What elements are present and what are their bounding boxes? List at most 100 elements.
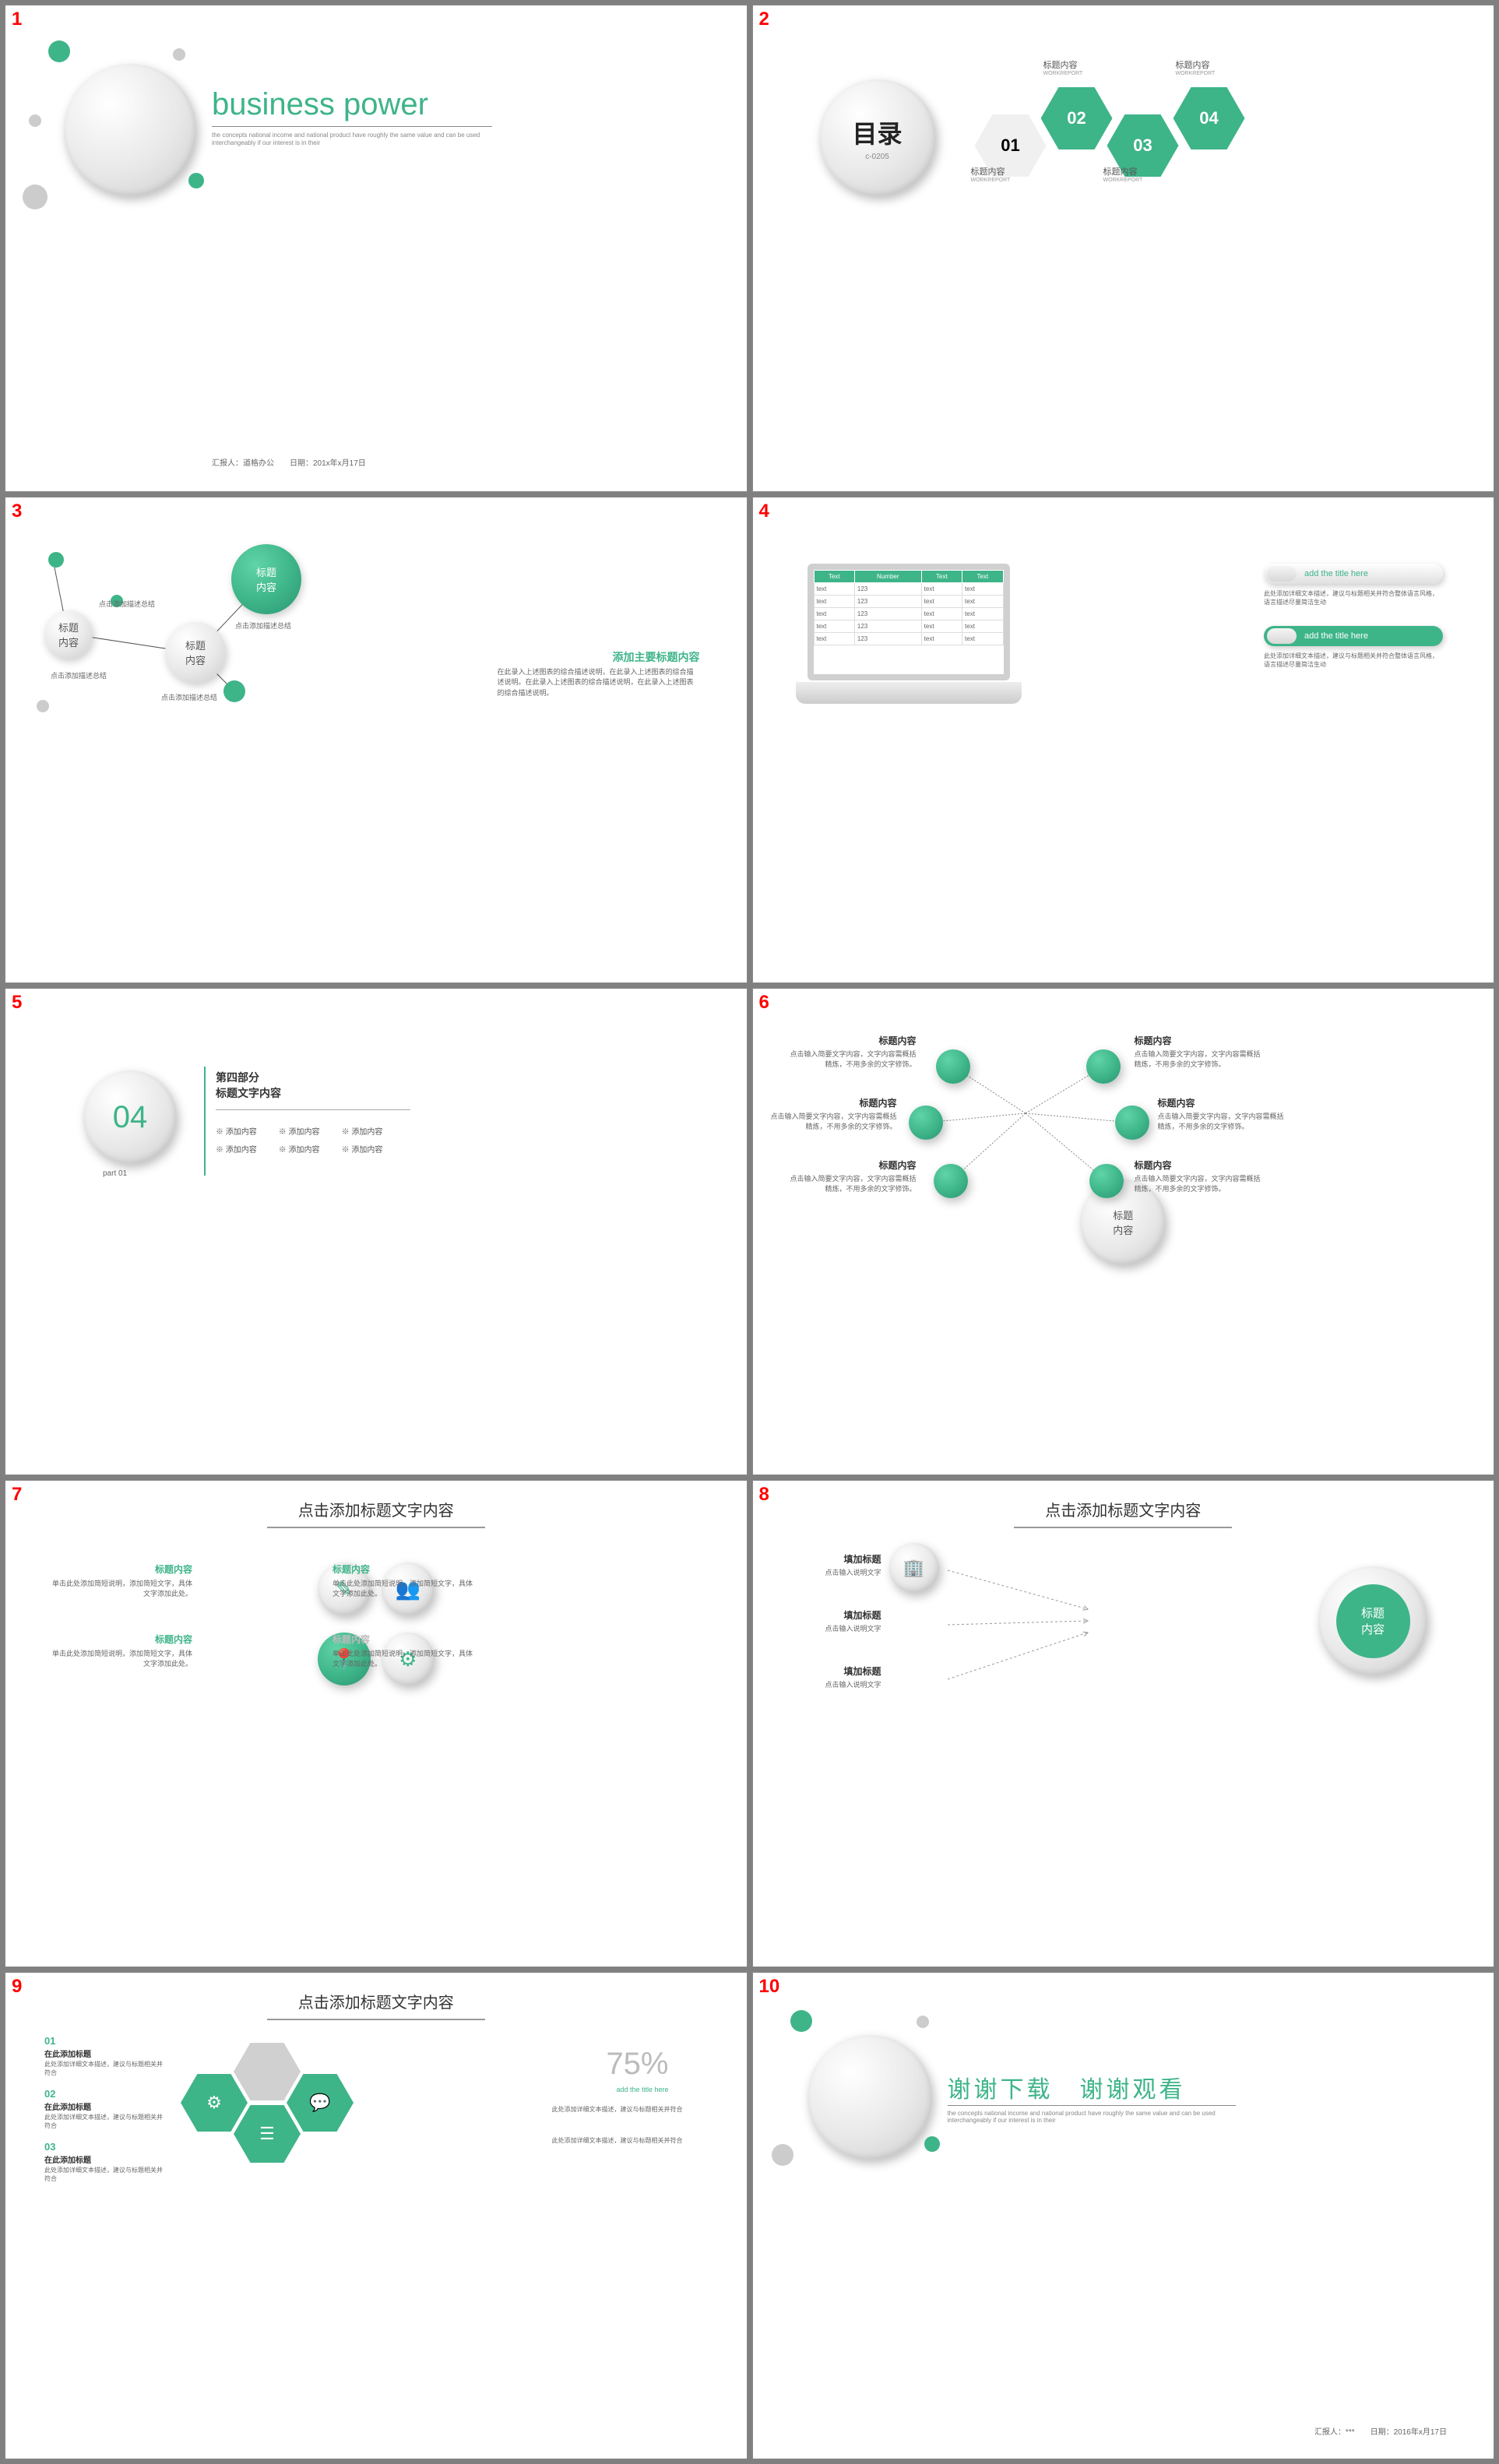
feature-title: 标题内容 <box>52 1562 192 1576</box>
slide-4: 4 TextNumberTextTexttext123texttexttext1… <box>752 497 1495 984</box>
slide-number: 3 <box>12 501 22 522</box>
radial-item: 标题内容点击输入简要文字内容，文字内容需概括精炼，不用多余的文字修饰。 <box>784 1158 917 1193</box>
toc-number: 03 <box>1133 135 1152 156</box>
chain-label: 填加标题点击输入说明文字 <box>780 1608 881 1633</box>
hexagon-icon: ⚙ <box>181 2074 248 2132</box>
slide-2: 2 目录 c-0205 01 标题内容WORKREPORT02 标题内容WORK… <box>752 5 1495 492</box>
hero-circle <box>808 2035 932 2160</box>
decorative-dot <box>790 2010 812 2032</box>
toc-label: 标题内容WORKREPORT <box>1176 58 1216 76</box>
slide-10: 10 谢谢下载 谢谢观看 the concepts national incom… <box>752 1972 1495 2459</box>
connector-lines <box>5 497 747 983</box>
chain-label: 填加标题点击输入说明文字 <box>780 1664 881 1689</box>
toc-hexagon: 04 <box>1174 87 1245 149</box>
slide-number: 7 <box>12 1484 22 1506</box>
bullet: ※ 添加内容 <box>216 1128 257 1137</box>
pill-2: add the title here <box>1264 626 1443 646</box>
item-title: 标题内容 <box>1135 1034 1267 1047</box>
left-list: 01在此添加标题此处添加详细文本描述，建议与标题相关并符合02在此添加标题此处添… <box>44 2035 165 2194</box>
data-table: TextNumberTextTexttext123texttexttext123… <box>814 570 1004 645</box>
bullet: ※ 添加内容 <box>342 1146 383 1155</box>
result-label: 标题 内容 <box>1336 1584 1410 1658</box>
table-header: Number <box>854 570 921 582</box>
table-row: text123texttext <box>814 607 1003 620</box>
toc-number: 01 <box>1001 135 1019 156</box>
feature-text: 标题内容单击此处添加简短说明，添加简短文字，具体文字添加此处。 <box>333 1633 473 1668</box>
small-dot <box>223 680 245 702</box>
vertical-divider <box>204 1067 206 1176</box>
hexagon-icon: 💬 <box>287 2074 354 2132</box>
slide-7: 7 点击添加标题文字内容 ✎👥📍⚙标题内容单击此处添加简短说明，添加简短文字，具… <box>5 1480 748 1967</box>
slide-number: 8 <box>759 1484 769 1506</box>
section-number-circle: 04 <box>83 1070 177 1164</box>
toc-label: 标题内容WORKREPORT <box>1043 58 1083 76</box>
section-heading: 第四部分标题文字内容 <box>216 1070 281 1101</box>
radial-node <box>909 1105 943 1140</box>
radial-item: 标题内容点击输入简要文字内容，文字内容需概括精炼，不用多余的文字修饰。 <box>1135 1034 1267 1069</box>
slide-number: 2 <box>759 9 769 30</box>
bullet: ※ 添加内容 <box>342 1128 383 1137</box>
table-row: text123texttext <box>814 582 1003 595</box>
section-title: 添加主要标题内容 <box>613 649 700 665</box>
feature-text: 标题内容单击此处添加简短说明，添加简短文字，具体文字添加此处。 <box>52 1562 192 1598</box>
slide-number: 6 <box>759 992 769 1014</box>
decorative-dot <box>917 2016 929 2028</box>
bubble: 标题 内容 <box>165 622 226 683</box>
radial-item: 标题内容点击输入简要文字内容，文字内容需概括精炼，不用多余的文字修饰。 <box>1135 1158 1267 1193</box>
decorative-dot <box>29 114 41 127</box>
bullet: ※ 添加内容 <box>216 1146 257 1155</box>
footer: 汇报人：道格办公 日期：201x年x月17日 <box>212 456 366 468</box>
list-number: 02 <box>44 2088 55 2100</box>
radial-item: 标题内容点击输入简要文字内容，文字内容需概括精炼，不用多余的文字修饰。 <box>784 1034 917 1069</box>
slide-1: 1 business power the concepts national i… <box>5 5 748 492</box>
slide-number: 9 <box>12 1976 22 1998</box>
slide-number: 1 <box>12 9 22 30</box>
table-row: text123texttext <box>814 620 1003 632</box>
bubble: 标题 内容 <box>44 610 93 659</box>
bubble-caption: 点击添加描述总结 <box>51 670 107 680</box>
chain: 🏢 <box>889 1543 939 1593</box>
result-circle: 标题 内容 <box>1318 1566 1427 1675</box>
toc-sub: c-0205 <box>865 153 889 161</box>
chain-label: 填加标题点击输入说明文字 <box>780 1552 881 1577</box>
toc-number: 02 <box>1067 108 1086 128</box>
feature-title: 标题内容 <box>52 1633 192 1646</box>
radial-node <box>1115 1105 1149 1140</box>
decorative-dot <box>173 48 185 61</box>
subtitle: the concepts national income and nationa… <box>948 2110 1228 2124</box>
item-title: 标题内容 <box>784 1158 917 1172</box>
table-header: Text <box>962 570 1003 582</box>
bullet: ※ 添加内容 <box>279 1146 320 1155</box>
percentage: 75% <box>606 2047 668 2082</box>
hero-circle <box>64 64 196 196</box>
chain-title: 填加标题 <box>780 1552 881 1566</box>
list-heading: 在此添加标题 <box>44 2100 165 2112</box>
feature-text: 标题内容单击此处添加简短说明，添加简短文字，具体文字添加此处。 <box>333 1562 473 1598</box>
radial-node <box>936 1049 970 1084</box>
feature-text: 标题内容单击此处添加简短说明，添加简短文字，具体文字添加此处。 <box>52 1633 192 1668</box>
percentage-label: add the title here <box>616 2086 668 2093</box>
small-dot <box>37 700 49 712</box>
list-heading: 在此添加标题 <box>44 2047 165 2059</box>
slide-title: 点击添加标题文字内容 <box>5 1481 747 1520</box>
slide-8: 8 点击添加标题文字内容 🏢 标题 内容 填加标题点击输入说明文字填加标题点击输… <box>752 1480 1495 1967</box>
footer: 汇报人：*** 日期：2016年x月17日 <box>1314 2425 1447 2437</box>
bubble-caption: 点击添加描述总结 <box>99 599 155 609</box>
toc-number: 04 <box>1199 108 1218 128</box>
toc-label: 标题内容WORKREPORT <box>1103 165 1143 183</box>
main-title: business power <box>212 87 428 122</box>
list-heading: 在此添加标题 <box>44 2153 165 2165</box>
laptop-graphic: TextNumberTextTexttext123texttexttext123… <box>796 564 1022 712</box>
slide-6: 6 标题 内容 标题内容点击输入简要文字内容，文字内容需概括精炼，不用多余的文字… <box>752 988 1495 1475</box>
slide-5: 5 04 part 01 第四部分标题文字内容 ※ 添加内容※ 添加内容※ 添加… <box>5 988 748 1475</box>
radial-item: 标题内容点击输入简要文字内容，文字内容需概括精炼，不用多余的文字修饰。 <box>1158 1096 1290 1131</box>
slide-number: 4 <box>759 501 769 522</box>
horizontal-divider <box>216 1109 410 1110</box>
section-body: 在此录入上述图表的综合描述说明，在此录入上述图表的综合描述说明。在此录入上述图表… <box>498 667 700 699</box>
hexagon-icon <box>234 2043 301 2100</box>
radial-item: 标题内容点击输入简要文字内容，文字内容需概括精炼，不用多余的文字修饰。 <box>765 1096 897 1131</box>
list-item: 02在此添加标题此处添加详细文本描述，建议与标题相关并符合 <box>44 2088 165 2130</box>
toc-hexagon: 02 <box>1041 87 1113 149</box>
divider <box>212 126 492 127</box>
title-underline <box>1014 1527 1232 1528</box>
